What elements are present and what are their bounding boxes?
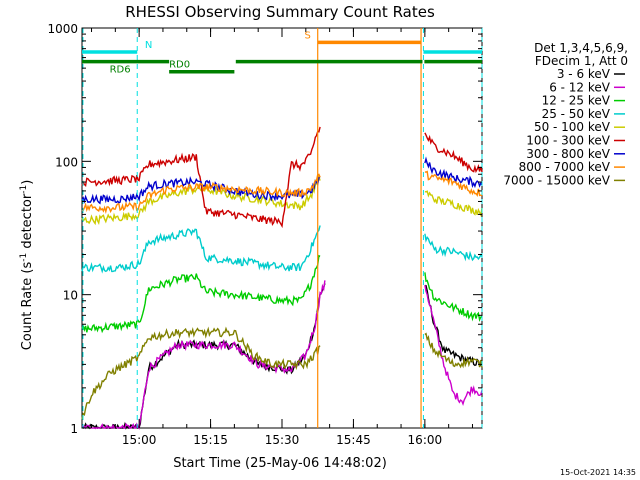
y-axis-label-part: -1 xyxy=(19,185,29,194)
y-axis-label-part: detector xyxy=(20,193,35,253)
series-2 xyxy=(81,280,483,430)
y-axis-label: Count Rate (s-1 detector-1) xyxy=(19,180,35,351)
series-5 xyxy=(81,174,483,226)
legend-label: 7000 - 15000 keV xyxy=(503,173,610,187)
x-tick-label: 15:00 xyxy=(122,433,157,447)
x-tick-label: 15:45 xyxy=(336,433,371,447)
series-2-line-1 xyxy=(81,280,326,430)
series-6-line-2 xyxy=(424,132,483,174)
annotations-group: N S RD6 RD0 xyxy=(82,28,483,428)
flag-label-rd0: RD0 xyxy=(169,60,190,71)
legend-label: 12 - 25 keV xyxy=(542,94,611,108)
x-axis: 15:00 15:15 15:30 15:45 16:00 xyxy=(91,28,473,447)
legend-header-line: FDecim 1, Att 0 xyxy=(535,54,628,68)
x-tick-label: 16:00 xyxy=(408,433,443,447)
x-axis-label: Start Time (25-May-06 14:48:02) xyxy=(173,456,387,471)
series-9-line-2 xyxy=(424,332,483,369)
series-7-line-2 xyxy=(424,156,483,189)
y-tick-label: 10 xyxy=(63,289,78,303)
legend-label: 300 - 800 keV xyxy=(526,147,610,161)
x-tick-label: 15:30 xyxy=(265,433,300,447)
series-3-line-2 xyxy=(424,272,483,322)
flag-label-rd6: RD6 xyxy=(110,65,131,76)
series-9-line-1 xyxy=(81,326,321,420)
y-tick-label: 1000 xyxy=(47,22,78,36)
series-7-line-1 xyxy=(81,175,321,205)
series-6-line-1 xyxy=(81,126,321,229)
legend-label: 3 - 6 keV xyxy=(557,67,611,81)
series-4-line-2 xyxy=(424,233,483,262)
series-4-line-1 xyxy=(81,225,321,274)
legend-label: 6 - 12 keV xyxy=(549,80,611,94)
series-8-line-2 xyxy=(424,170,483,197)
series-2-line-2 xyxy=(424,284,483,407)
flag-label-n: N xyxy=(145,40,152,51)
series-3 xyxy=(81,254,483,334)
flag-label-s: S xyxy=(305,30,311,41)
footer-timestamp: 15-Oct-2021 14:35 xyxy=(560,468,636,477)
y-tick-label: 100 xyxy=(55,155,78,169)
y-axis-label-part: Count Rate (s xyxy=(20,262,35,351)
series-1-line-1 xyxy=(81,283,326,430)
chart-title: RHESSI Observing Summary Count Rates xyxy=(125,3,435,21)
legend-label: 50 - 100 keV xyxy=(534,120,611,134)
legend-label: 800 - 7000 keV xyxy=(519,160,611,174)
series-5-line-1 xyxy=(81,174,321,226)
series-8-line-1 xyxy=(81,173,321,215)
series-4 xyxy=(81,225,483,274)
legend-header-line: Det 1,3,4,5,6,9, xyxy=(534,41,628,55)
legend-label: 100 - 300 keV xyxy=(526,134,610,148)
x-tick-label: 15:15 xyxy=(193,433,228,447)
y-tick-label: 1 xyxy=(70,422,78,436)
series-3-line-1 xyxy=(81,254,321,334)
legend: Det 1,3,4,5,6,9,FDecim 1, Att 03 - 6 keV… xyxy=(503,41,628,187)
series-8 xyxy=(81,170,483,215)
y-axis-label-part: ) xyxy=(20,180,35,185)
y-axis-label-part: -1 xyxy=(19,253,29,262)
series-7 xyxy=(81,156,483,205)
series-9 xyxy=(81,326,483,420)
series-group xyxy=(81,126,483,430)
series-5-line-2 xyxy=(424,190,483,218)
y-axis: 1 10 100 1000 xyxy=(47,22,482,436)
legend-label: 25 - 50 keV xyxy=(542,107,611,121)
